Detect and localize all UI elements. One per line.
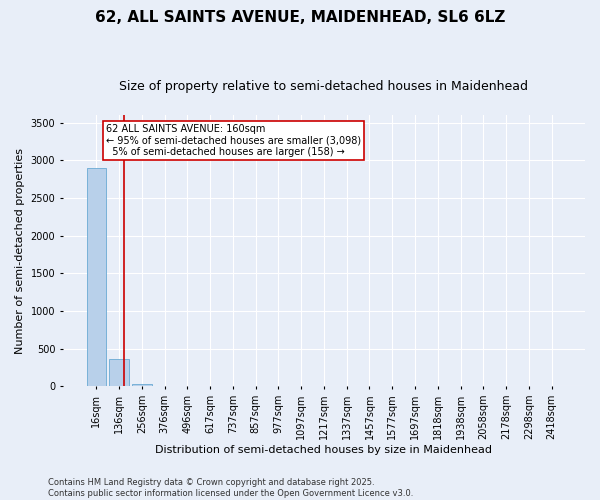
Bar [109,359,129,386]
Text: Contains HM Land Registry data © Crown copyright and database right 2025.
Contai: Contains HM Land Registry data © Crown c… [48,478,413,498]
Y-axis label: Number of semi-detached properties: Number of semi-detached properties [15,148,25,354]
Text: 62 ALL SAINTS AVENUE: 160sqm
← 95% of semi-detached houses are smaller (3,098)
 : 62 ALL SAINTS AVENUE: 160sqm ← 95% of se… [106,124,361,157]
Text: 62, ALL SAINTS AVENUE, MAIDENHEAD, SL6 6LZ: 62, ALL SAINTS AVENUE, MAIDENHEAD, SL6 6… [95,10,505,25]
Title: Size of property relative to semi-detached houses in Maidenhead: Size of property relative to semi-detach… [119,80,529,93]
X-axis label: Distribution of semi-detached houses by size in Maidenhead: Distribution of semi-detached houses by … [155,445,493,455]
Bar [86,168,106,386]
Bar [132,384,152,386]
